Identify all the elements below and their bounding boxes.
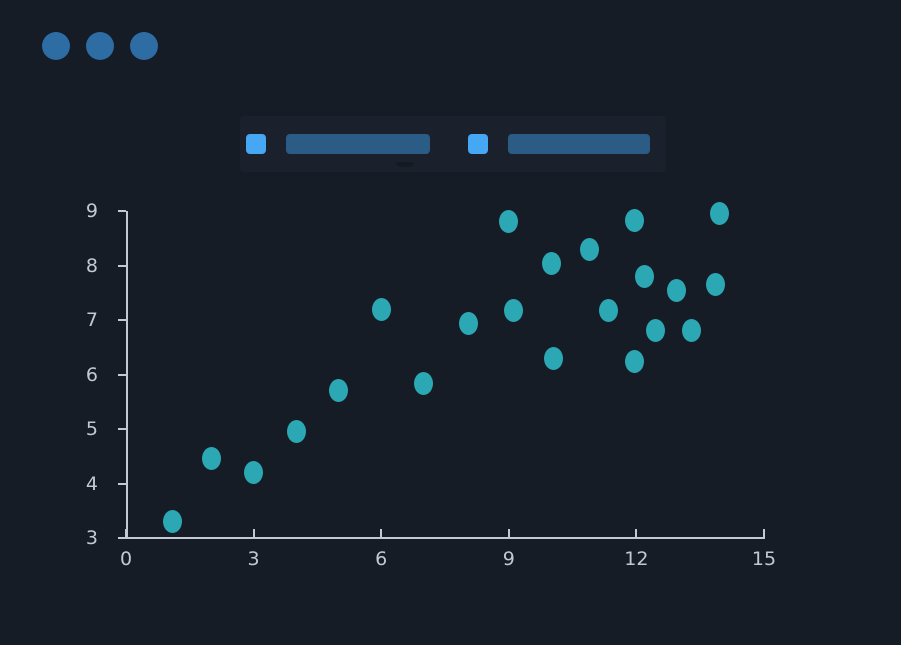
control-group-two bbox=[468, 134, 650, 154]
scatter-point[interactable] bbox=[329, 379, 349, 403]
scatter-point[interactable] bbox=[624, 208, 644, 232]
y-tick-mark bbox=[118, 373, 126, 376]
x-tick-label: 9 bbox=[502, 548, 515, 570]
plot-area bbox=[126, 202, 764, 538]
scatter-point[interactable] bbox=[414, 372, 434, 396]
toolbar-caret-icon bbox=[396, 162, 414, 167]
y-axis-line bbox=[126, 211, 128, 539]
scatter-point[interactable] bbox=[458, 312, 478, 336]
y-tick-label: 7 bbox=[85, 309, 98, 331]
checkbox-one[interactable] bbox=[246, 134, 266, 154]
y-tick-mark bbox=[118, 537, 126, 539]
y-tick-mark bbox=[118, 428, 126, 430]
y-tick-mark bbox=[118, 210, 126, 212]
x-tick-label: 3 bbox=[247, 548, 260, 570]
dot-two[interactable] bbox=[86, 32, 114, 60]
control-group-one bbox=[246, 134, 430, 154]
scatter-point[interactable] bbox=[244, 461, 264, 485]
scatter-point[interactable] bbox=[682, 319, 702, 343]
scatter-point[interactable] bbox=[709, 202, 729, 226]
y-tick-label: 5 bbox=[85, 418, 98, 440]
scatter-point[interactable] bbox=[499, 210, 519, 234]
y-tick-label: 8 bbox=[85, 254, 98, 277]
scatter-point[interactable] bbox=[543, 346, 563, 370]
scatter-point[interactable] bbox=[705, 273, 725, 297]
x-tick-label: 15 bbox=[751, 548, 777, 570]
y-tick-mark bbox=[118, 319, 126, 321]
y-tick-mark bbox=[118, 264, 126, 267]
scatter-point[interactable] bbox=[635, 264, 655, 288]
scatter-point[interactable] bbox=[163, 510, 183, 534]
y-tick-mark bbox=[118, 482, 126, 485]
x-tick-mark bbox=[763, 529, 765, 537]
scatter-point[interactable] bbox=[667, 278, 687, 302]
scatter-point[interactable] bbox=[646, 319, 666, 343]
scatter-point[interactable] bbox=[580, 237, 600, 261]
y-tick-label: 9 bbox=[85, 200, 98, 222]
x-tick-mark bbox=[635, 529, 638, 537]
scatter-point[interactable] bbox=[599, 299, 619, 323]
field-one[interactable] bbox=[286, 134, 430, 154]
x-tick-mark bbox=[380, 529, 383, 537]
checkbox-two[interactable] bbox=[468, 134, 488, 154]
scatter-point[interactable] bbox=[624, 350, 644, 374]
y-tick-label: 6 bbox=[85, 363, 98, 386]
x-tick-mark bbox=[252, 529, 255, 537]
dot-one[interactable] bbox=[42, 32, 70, 60]
scatter-point[interactable] bbox=[371, 297, 391, 321]
scatter-point[interactable] bbox=[503, 299, 523, 323]
field-two[interactable] bbox=[508, 134, 650, 154]
chart-controls-toolbar bbox=[240, 116, 666, 172]
dot-three[interactable] bbox=[130, 32, 158, 60]
y-tick-label: 4 bbox=[85, 472, 98, 495]
x-tick-label: 6 bbox=[375, 548, 388, 570]
x-tick-label: 0 bbox=[119, 548, 133, 570]
x-tick-label: 12 bbox=[624, 548, 649, 570]
scatter-point[interactable] bbox=[201, 447, 221, 471]
x-tick-mark bbox=[125, 529, 127, 537]
scatter-point[interactable] bbox=[541, 252, 561, 276]
x-axis-line bbox=[126, 537, 765, 539]
y-tick-label: 3 bbox=[85, 527, 98, 549]
scatter-point[interactable] bbox=[286, 420, 306, 444]
x-tick-mark bbox=[507, 529, 510, 537]
window-dots bbox=[42, 32, 158, 60]
